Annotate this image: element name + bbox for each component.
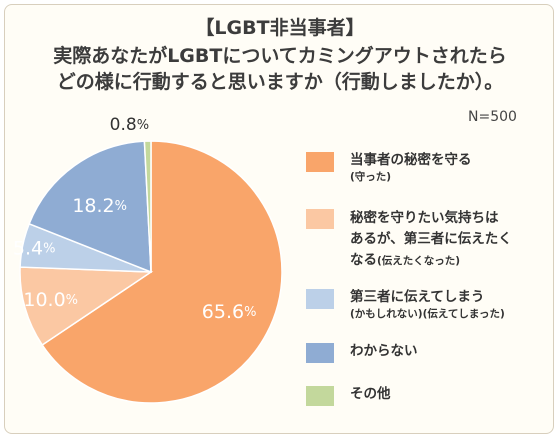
slice-other [143,140,152,273]
legend-swatch [306,289,334,309]
legend-swatch [306,386,334,406]
legend-label: その他 [350,386,391,402]
legend-sublabel: (かもしれない)(伝えてしまった) [350,308,505,320]
chart-title-line-2: 実際あなたがLGBTについてカミングアウトされたら [53,45,507,67]
data-label-dont-know: 18.2% [72,194,127,216]
legend-swatch [306,152,334,172]
data-label-tell-third-party: 5.4% [13,237,56,259]
legend-label: 秘密を守りたい気持ちは あるが、第三者に伝えたく なる [350,210,512,268]
data-label-other: 0.8% [110,115,149,135]
legend-label: 第三者に伝えてしまう [350,289,485,305]
legend-swatch [306,343,334,363]
chart-title-line-1: 【LGBT非当事者】 [195,17,365,39]
legend-sublabel: (守った) [350,171,392,183]
legend-swatch [306,209,334,229]
slice-keep-secret [41,140,283,404]
data-label-keep-secret: 65.6% [202,301,257,323]
slice-want-to-tell [19,266,154,346]
chart-title-line-3: どの様に行動すると思いますか（行動しましたか）。 [56,71,504,93]
data-label-want-to-tell: 10.0% [23,288,78,310]
legend-sublabel: (伝えたくなった) [377,255,461,267]
slice-dont-know [28,140,152,274]
sample-size-note: N=500 [468,109,517,125]
legend-label: わからない [350,343,418,359]
legend-label: 当事者の秘密を守る [350,152,472,168]
